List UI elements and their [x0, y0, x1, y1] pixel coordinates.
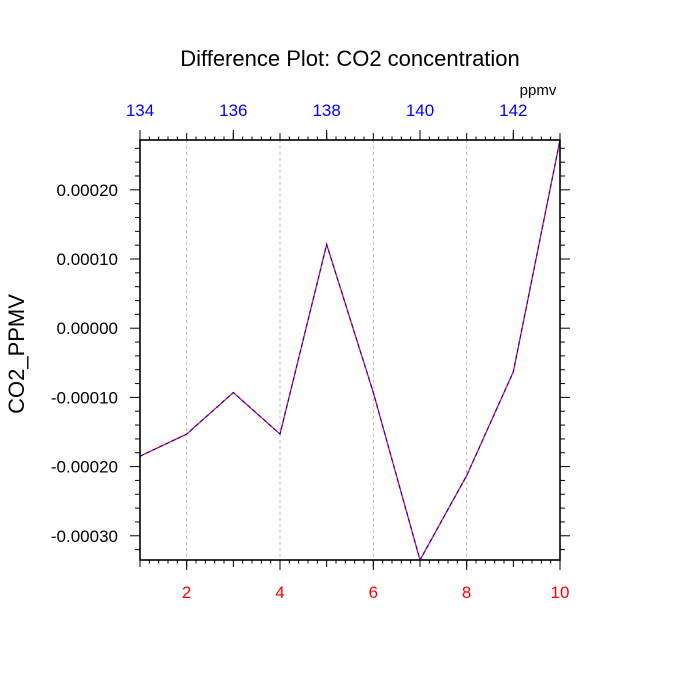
series-layer — [139, 139, 561, 562]
top-axis-label: ppmv — [520, 82, 557, 99]
chart-title: Difference Plot: CO2 concentration — [180, 46, 520, 71]
x-tick-label-bottom: 4 — [275, 583, 284, 602]
plot-frame — [139, 139, 561, 561]
x-tick-label-top: 138 — [312, 101, 340, 120]
x-tick-label-bottom: 2 — [182, 583, 191, 602]
y-tick-label: 0.00010 — [57, 250, 118, 269]
series-line-overlay-difference — [139, 139, 561, 562]
y-axis-label: CO2_PPMV — [4, 294, 29, 414]
x-tick-label-bottom: 10 — [551, 583, 570, 602]
y-tick-label: -0.00020 — [51, 458, 118, 477]
x-tick-label-top: 136 — [219, 101, 247, 120]
y-tick-label: -0.00030 — [51, 527, 118, 546]
y-tick-label: 0.00000 — [57, 319, 118, 338]
grid-lines — [186, 140, 468, 560]
x-tick-label-bottom: 8 — [462, 583, 471, 602]
x-tick-label-top: 142 — [499, 101, 527, 120]
series-line-difference — [139, 139, 561, 562]
x-tick-label-top: 134 — [126, 101, 154, 120]
x-tick-label-bottom: 6 — [369, 583, 378, 602]
axes: 2 4 6 8 10 134 136 138 140 142 0.00020 0.00010 0.000… — [51, 101, 570, 602]
y-tick-label: 0.00020 — [57, 181, 118, 200]
y-tick-label: -0.00010 — [51, 388, 118, 407]
x-tick-label-top: 140 — [406, 101, 434, 120]
